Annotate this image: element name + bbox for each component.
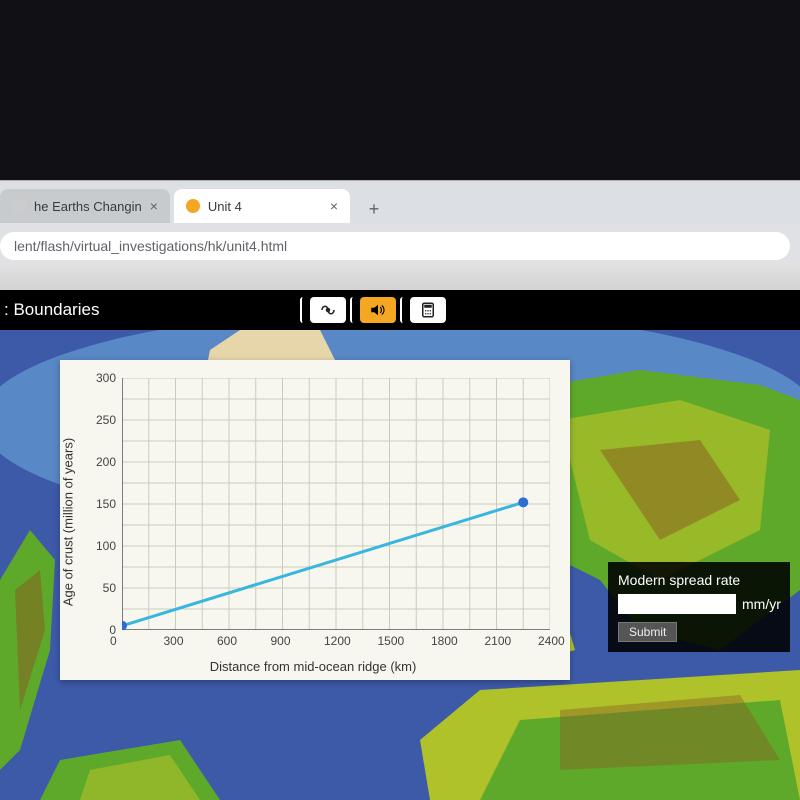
x-tick: 2100 [485, 634, 512, 648]
spread-rate-input[interactable] [618, 594, 736, 614]
x-tick: 1200 [324, 634, 351, 648]
plot-area: 0501001502002503000300600900120015001800… [122, 378, 550, 630]
y-tick: 300 [96, 371, 116, 385]
photo-dark-region [0, 0, 800, 180]
x-tick: 600 [217, 634, 237, 648]
x-tick: 0 [110, 634, 117, 648]
chart-panel: Age of crust (million of years) Distance… [60, 360, 570, 680]
unit-label: mm/yr [742, 596, 781, 612]
chart-svg [122, 378, 550, 630]
input-label: Modern spread rate [618, 572, 780, 588]
tab-strip: he Earths Changin × Unit 4 × + [0, 181, 800, 223]
plus-icon: + [369, 199, 380, 220]
close-icon[interactable]: × [150, 199, 158, 213]
y-tick: 50 [103, 581, 116, 595]
x-axis-label: Distance from mid-ocean ridge (km) [210, 659, 417, 674]
browser-chrome: he Earths Changin × Unit 4 × + lent/flas… [0, 180, 800, 291]
y-tick: 200 [96, 455, 116, 469]
x-tick: 300 [164, 634, 184, 648]
header-icon-group [300, 297, 446, 323]
tab-favicon [12, 199, 26, 213]
divider [400, 297, 406, 323]
divider [300, 297, 306, 323]
divider [350, 297, 356, 323]
url-text: lent/flash/virtual_investigations/hk/uni… [14, 238, 287, 254]
map-area: Age of crust (million of years) Distance… [0, 330, 800, 800]
chart: Age of crust (million of years) Distance… [74, 374, 552, 670]
x-tick: 1500 [378, 634, 405, 648]
url-field[interactable]: lent/flash/virtual_investigations/hk/uni… [0, 232, 790, 260]
y-axis-label: Age of crust (million of years) [61, 438, 76, 606]
x-tick: 1800 [431, 634, 458, 648]
toolbar-separator [0, 263, 800, 291]
y-tick: 150 [96, 497, 116, 511]
tab-label: he Earths Changin [34, 199, 142, 214]
app-header: : Boundaries [0, 290, 800, 330]
x-tick: 900 [271, 634, 291, 648]
y-tick: 100 [96, 539, 116, 553]
speaker-icon[interactable] [360, 297, 396, 323]
tab-label: Unit 4 [208, 199, 242, 214]
new-tab-button[interactable]: + [360, 195, 388, 223]
close-icon[interactable]: × [330, 199, 338, 213]
tab-favicon [186, 199, 200, 213]
tab-unit4[interactable]: Unit 4 × [174, 189, 350, 223]
page-title: : Boundaries [4, 300, 99, 320]
submit-button[interactable]: Submit [618, 622, 677, 642]
tab-earths-changing[interactable]: he Earths Changin × [0, 189, 170, 223]
wave-icon[interactable] [310, 297, 346, 323]
input-panel: Modern spread rate mm/yr Submit [608, 562, 790, 652]
y-tick: 250 [96, 413, 116, 427]
calculator-icon[interactable] [410, 297, 446, 323]
x-tick: 2400 [538, 634, 565, 648]
address-bar: lent/flash/virtual_investigations/hk/uni… [0, 229, 800, 263]
